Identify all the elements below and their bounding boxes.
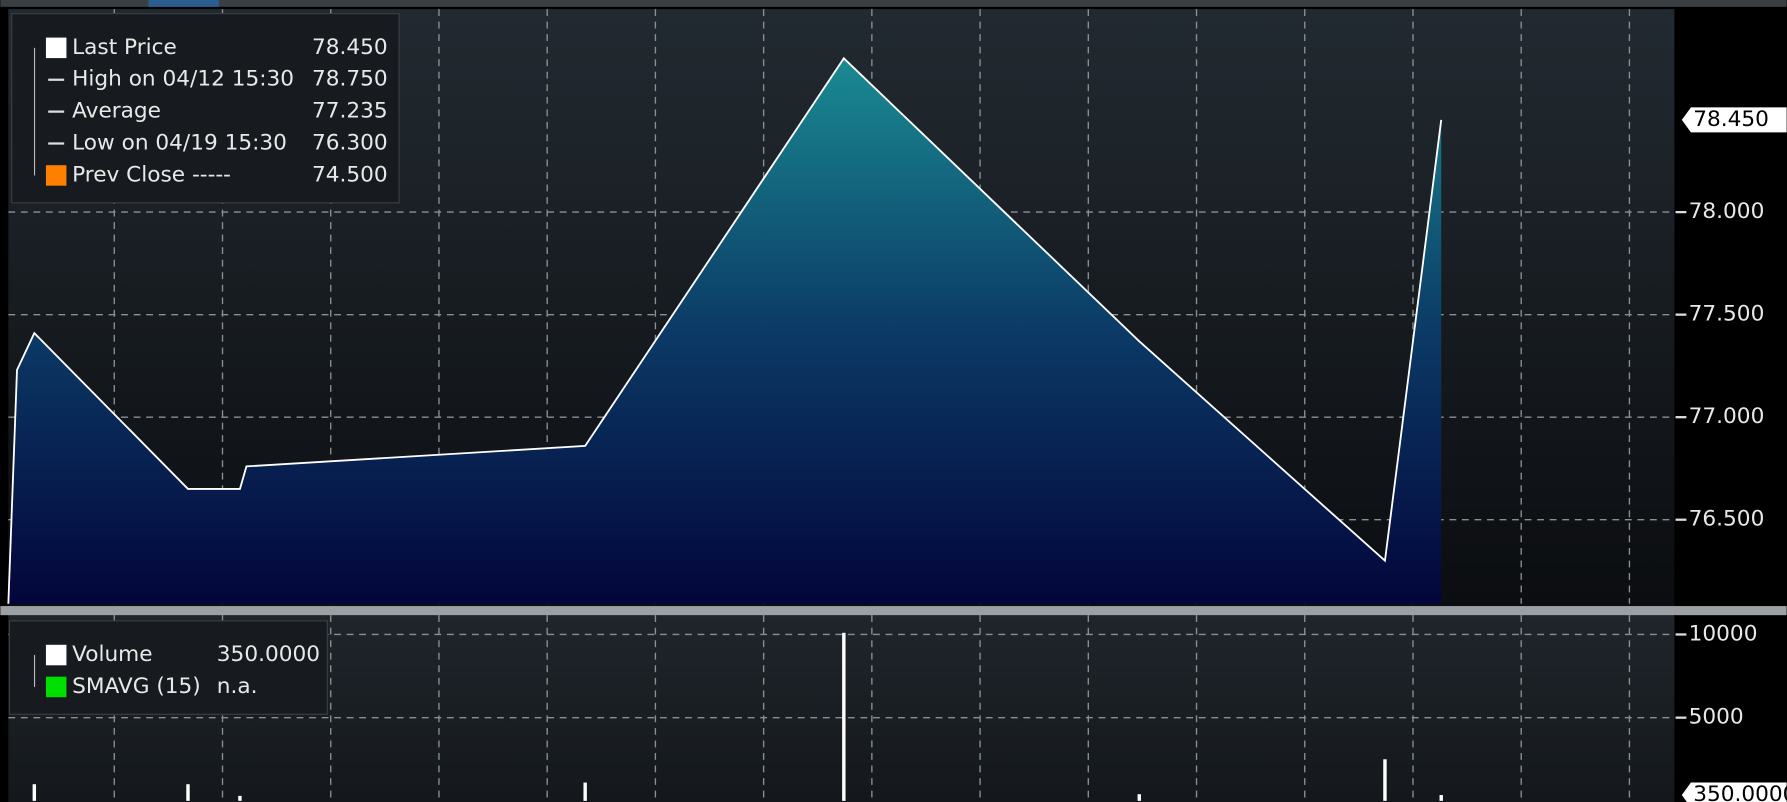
volume-bar [186, 784, 190, 801]
last-value-label: 78.450 [1693, 107, 1769, 132]
legend-value: 78.750 [312, 67, 388, 92]
volume-bar [842, 632, 846, 801]
volume-bar [583, 782, 587, 801]
legend-label: Last Price [72, 35, 177, 60]
last-value-label: 350.0000 [1693, 782, 1787, 802]
legend-label: High on 04/12 15:30 [72, 67, 294, 92]
y-tick-label: 76.500 [1689, 507, 1765, 532]
panel-separator [0, 606, 1787, 616]
legend-value: 350.0000 [217, 642, 320, 667]
price-line [7, 56, 1443, 604]
legend-label: Low on 04/19 15:30 [72, 131, 287, 156]
legend-box [8, 620, 328, 715]
y-tick-label: 78.000 [1689, 199, 1765, 224]
volume-bar [1383, 759, 1387, 801]
y-tick-label: 5000 [1689, 705, 1744, 730]
price-area [8, 58, 1442, 604]
legend-value: 76.300 [312, 131, 388, 156]
last-value-flag [1681, 107, 1787, 133]
legend-label: Volume [72, 642, 152, 667]
legend-label: SMAVG (15) [72, 674, 201, 699]
volume-bar [1137, 794, 1141, 801]
legend-value: 74.500 [312, 162, 388, 187]
volume-bar [32, 784, 37, 801]
legend-label: Average [72, 99, 161, 124]
volume-bar [238, 795, 242, 801]
y-tick-label: 10000 [1689, 621, 1758, 646]
y-tick-label: 77.000 [1689, 404, 1765, 429]
legend-value: 77.235 [312, 99, 388, 124]
legend-value: n.a. [217, 674, 258, 699]
last-value-flag [1681, 782, 1787, 802]
y-tick-label: 77.500 [1689, 302, 1765, 327]
legend-label: Prev Close ----- [72, 162, 231, 187]
legend-swatch [45, 37, 67, 59]
top-strip [0, 0, 1787, 7]
legend-box [11, 13, 400, 204]
legend-swatch [45, 165, 67, 186]
volume-bar [1439, 795, 1443, 801]
legend-swatch [45, 676, 67, 698]
active-tab[interactable] [148, 0, 220, 7]
legend-value: 78.450 [312, 35, 388, 60]
legend-swatch [45, 644, 67, 666]
